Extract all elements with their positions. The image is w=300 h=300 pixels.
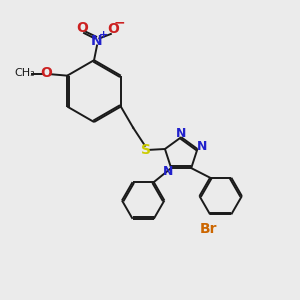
Text: N: N [162, 165, 173, 178]
Text: O: O [107, 22, 119, 36]
Text: N: N [91, 34, 103, 48]
Text: N: N [176, 127, 186, 140]
Text: CH₃: CH₃ [15, 68, 36, 78]
Text: O: O [76, 21, 88, 35]
Text: −: − [114, 16, 125, 30]
Text: O: O [41, 66, 52, 80]
Text: S: S [141, 143, 152, 157]
Text: N: N [197, 140, 208, 153]
Text: +: + [99, 31, 108, 40]
Text: Br: Br [200, 222, 218, 236]
